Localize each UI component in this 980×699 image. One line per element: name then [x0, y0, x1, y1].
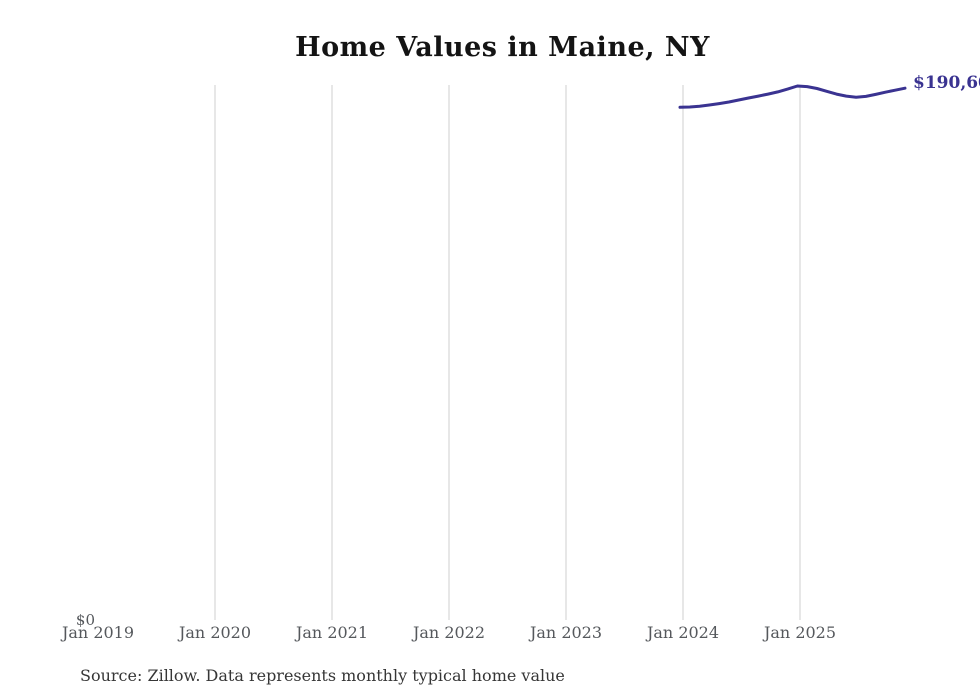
x-tick-label-jan-2019: Jan 2019: [61, 623, 135, 642]
latest-value-label: $190,600: [913, 73, 980, 93]
x-tick-label-jan-2024: Jan 2024: [646, 623, 720, 642]
gridlines: [214, 85, 801, 620]
chart-title: Home Values in Maine, NY: [295, 32, 710, 63]
home-value-line: [678, 84, 907, 109]
y-axis-zero-label: $0: [75, 611, 95, 629]
x-tick-label-jan-2023: Jan 2023: [529, 623, 603, 642]
x-tick-label-jan-2021: Jan 2021: [295, 623, 369, 642]
source-note: Source: Zillow. Data represents monthly …: [80, 666, 565, 685]
x-tick-label-jan-2022: Jan 2022: [412, 623, 486, 642]
x-tick-label-jan-2025: Jan 2025: [763, 623, 837, 642]
x-tick-label-jan-2020: Jan 2020: [178, 623, 252, 642]
